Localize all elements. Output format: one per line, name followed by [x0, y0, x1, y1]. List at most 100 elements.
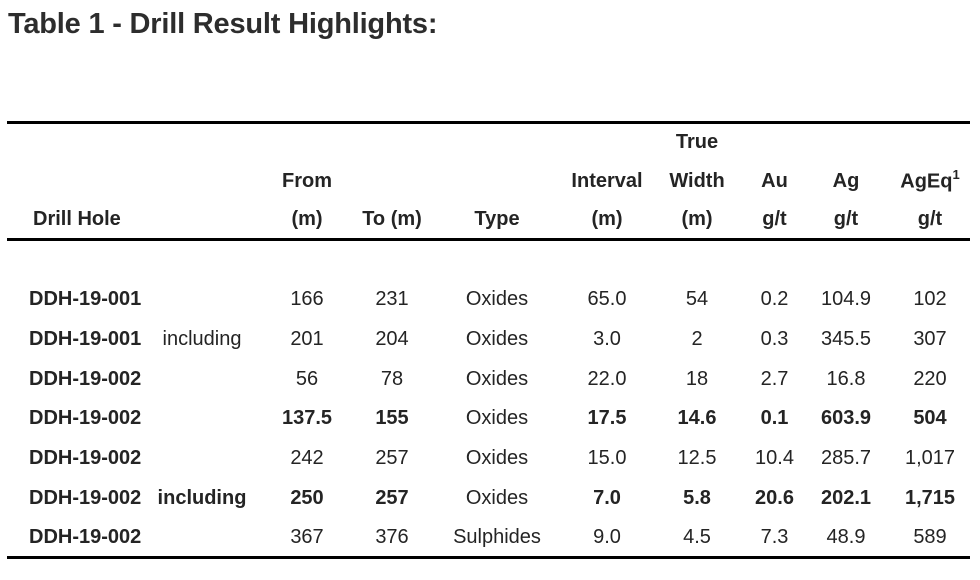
cell-true-width: 5.8 [683, 486, 711, 509]
cell-drill-hole: DDH-19-002 [29, 486, 142, 509]
table-row: DDH-19-002 242 257 Oxides 15.0 12.5 10.4… [7, 439, 970, 479]
cell-to: 376 [375, 525, 409, 548]
page-title: Table 1 - Drill Result Highlights: [8, 8, 438, 40]
cell-type: Oxides [465, 288, 529, 311]
cell-au: 0.1 [760, 407, 789, 430]
cell-qualifier [147, 359, 257, 399]
cell-au: 2.7 [760, 367, 789, 390]
cell-type: Sulphides [453, 525, 541, 548]
cell-ag: 603.9 [820, 407, 872, 430]
cell-true-width: 2 [691, 328, 703, 351]
header-spacer [147, 200, 257, 241]
cell-ag: 345.5 [820, 328, 872, 351]
header-spacer [357, 162, 427, 201]
cell-qualifier: including [157, 486, 247, 509]
header-spacer [147, 162, 257, 201]
cell-to: 257 [375, 486, 409, 509]
header-interval-line1: Interval [571, 169, 643, 192]
cell-qualifier: including [162, 328, 242, 351]
header-spacer [427, 123, 567, 162]
cell-to: 257 [375, 447, 409, 470]
cell-to: 231 [375, 288, 409, 311]
header-ageq-line2: g/t [890, 200, 970, 241]
cell-ag: 48.9 [826, 525, 866, 548]
spacer-row [7, 240, 970, 281]
cell-true-width: 18 [685, 367, 709, 390]
cell-type: Oxides [465, 447, 529, 470]
header-type: Type [427, 200, 567, 241]
header-spacer [7, 162, 147, 201]
cell-au: 20.6 [755, 486, 794, 509]
cell-interval: 9.0 [593, 525, 621, 548]
header-row-1: True [7, 123, 970, 162]
cell-interval: 3.0 [593, 328, 621, 351]
cell-true-width: 54 [685, 288, 709, 311]
header-spacer [802, 123, 890, 162]
header-spacer [567, 123, 647, 162]
cell-au: 0.3 [760, 328, 789, 351]
header-true-line3: (m) [647, 200, 747, 241]
cell-from: 201 [290, 328, 324, 351]
cell-from: 137.5 [281, 407, 333, 430]
cell-qualifier [147, 280, 257, 320]
cell-ag: 104.9 [820, 288, 872, 311]
cell-drill-hole: DDH-19-001 [29, 328, 142, 351]
header-true-line2: Width [669, 169, 725, 192]
header-spacer [257, 123, 357, 162]
cell-interval: 65.0 [587, 288, 627, 311]
header-au-line2: g/t [747, 200, 802, 241]
header-spacer [890, 123, 970, 162]
cell-au: 0.2 [760, 288, 789, 311]
cell-au: 7.3 [760, 525, 789, 548]
header-row-2: From Interval Width Au Ag AgEq1 [7, 162, 970, 201]
table-body: DDH-19-001 166 231 Oxides 65.0 54 0.2 10… [7, 240, 970, 558]
cell-from: 242 [290, 447, 324, 470]
header-ageq-line1: AgEq1 [890, 162, 970, 201]
footnote-marker: 1 [952, 167, 960, 183]
cell-drill-hole: DDH-19-001 [29, 288, 142, 311]
cell-ag: 202.1 [820, 486, 872, 509]
cell-ageq: 102 [913, 288, 947, 311]
cell-ag: 16.8 [826, 367, 866, 390]
cell-ageq: 307 [913, 328, 947, 351]
cell-from: 250 [290, 486, 324, 509]
cell-true-width: 4.5 [683, 525, 711, 548]
cell-drill-hole: DDH-19-002 [29, 367, 142, 390]
header-true-line1: True [675, 131, 719, 154]
cell-from: 367 [290, 525, 324, 548]
cell-interval: 15.0 [587, 447, 627, 470]
cell-type: Oxides [465, 407, 529, 430]
cell-ageq: 504 [913, 407, 947, 430]
header-spacer [357, 123, 427, 162]
cell-ageq: 1,715 [904, 486, 956, 509]
cell-to: 155 [375, 407, 409, 430]
header-au-line1: Au [761, 169, 788, 192]
table-row: DDH-19-002 56 78 Oxides 22.0 18 2.7 16.8… [7, 359, 970, 399]
cell-to: 78 [380, 367, 404, 390]
header-from-line1: From [282, 169, 332, 192]
cell-from: 56 [295, 367, 319, 390]
table-row: DDH-19-002 367 376 Sulphides 9.0 4.5 7.3… [7, 518, 970, 558]
cell-true-width: 12.5 [677, 447, 717, 470]
cell-type: Oxides [465, 367, 529, 390]
spacer-cell [7, 240, 970, 281]
cell-au: 10.4 [755, 447, 794, 470]
header-ag-line2: g/t [802, 200, 890, 241]
cell-drill-hole: DDH-19-002 [29, 525, 142, 548]
header-ag-line1: Ag [832, 169, 860, 192]
table-row-highlighted: DDH-19-002 including 250 257 Oxides 7.0 … [7, 478, 970, 518]
header-from-line2: (m) [257, 200, 357, 241]
cell-type: Oxides [465, 328, 529, 351]
header-spacer [747, 123, 802, 162]
cell-ag: 285.7 [820, 447, 872, 470]
header-spacer [7, 123, 147, 162]
cell-drill-hole: DDH-19-002 [29, 407, 142, 430]
header-interval-line2: (m) [567, 200, 647, 241]
cell-qualifier [147, 439, 257, 479]
table-header: True From Interval Width Au Ag AgEq1 Dri… [7, 123, 970, 241]
cell-true-width: 14.6 [677, 407, 717, 430]
header-spacer [427, 162, 567, 201]
cell-ageq: 1,017 [904, 447, 956, 470]
cell-ageq: 220 [913, 367, 947, 390]
